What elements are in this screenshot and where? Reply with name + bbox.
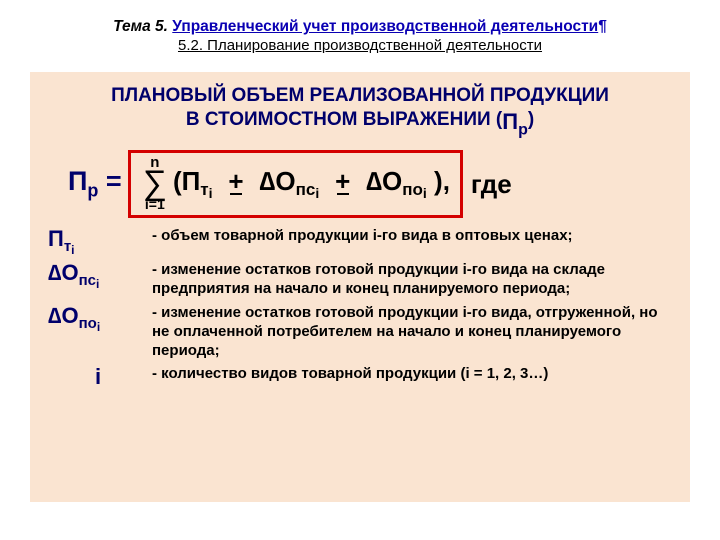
topic-subtitle: 5.2. Планирование производственной деяте… [40, 37, 680, 54]
pilcrow-icon: ¶ [598, 18, 607, 35]
title-symbol: Пр [502, 108, 528, 140]
def-symbol: ∆Опсi [48, 260, 148, 298]
topic-line: Тема 5. Управленческий учет производстве… [40, 18, 680, 36]
def-text: - изменение остатков готовой продукции i… [152, 260, 672, 298]
def-symbol: ∆Опоi [48, 303, 148, 361]
formula-row: Пр = n ∑ i=1 (Птi + ∆Опсi + ∆Опоi ), где [68, 150, 672, 218]
formula-box: n ∑ i=1 (Птi + ∆Опсi + ∆Опоi ), [128, 150, 463, 218]
def-text: - изменение остатков готовой продукции i… [152, 303, 672, 361]
slide-header: Тема 5. Управленческий учет производстве… [0, 0, 720, 58]
topic-prefix: Тема 5. [113, 18, 168, 35]
def-symbol: i [48, 364, 148, 388]
title-line-1: ПЛАНОВЫЙ ОБЪЕМ РЕАЛИЗОВАННОЙ ПРОДУКЦИИ [58, 84, 662, 108]
formula-lhs: Пр = [68, 166, 122, 201]
definitions-list: Птi - объем товарной продукции i-го вида… [48, 226, 672, 388]
sigma-icon: n ∑ i=1 [143, 155, 167, 212]
formula-body: (Птi + ∆Опсi + ∆Опоi ), [173, 166, 450, 201]
def-text: - объем товарной продукции i-го вида в о… [152, 226, 672, 256]
def-symbol: Птi [48, 226, 148, 256]
def-text: - количество видов товарной продукции (i… [152, 364, 672, 388]
content-panel: ПЛАНОВЫЙ ОБЪЕМ РЕАЛИЗОВАННОЙ ПРОДУКЦИИ В… [30, 72, 690, 502]
formula-tail: где [471, 169, 512, 200]
title-line-2: В СТОИМОСТНОМ ВЫРАЖЕНИИ (Пр) [58, 108, 662, 140]
topic-title: Управленческий учет производственной дея… [172, 18, 598, 35]
content-title: ПЛАНОВЫЙ ОБЪЕМ РЕАЛИЗОВАННОЙ ПРОДУКЦИИ В… [48, 82, 672, 146]
